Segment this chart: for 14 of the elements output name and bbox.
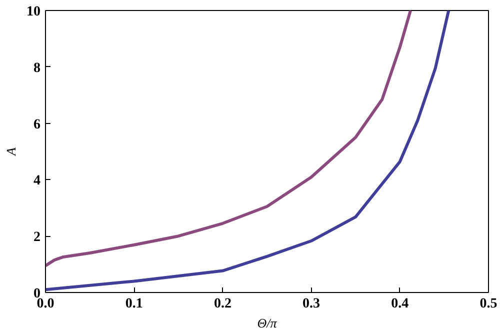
line-series bbox=[46, 10, 412, 268]
x-axis-title: Θ/π bbox=[257, 316, 278, 330]
y-tick-label: 4 bbox=[34, 174, 40, 189]
x-tick-label: 0.1 bbox=[125, 296, 143, 312]
y-tick-label: 2 bbox=[34, 230, 40, 246]
y-axis-title: A bbox=[4, 147, 18, 156]
x-tick-label: 0.5 bbox=[480, 296, 498, 312]
y-tick-label: 10 bbox=[26, 4, 40, 20]
x-tick-label: 0.2 bbox=[214, 296, 232, 312]
x-tick-label: 0.4 bbox=[391, 296, 409, 312]
y-tick-label: 6 bbox=[34, 117, 40, 132]
x-tick-label: 0.3 bbox=[302, 296, 320, 312]
y-tick-label: 8 bbox=[34, 60, 40, 76]
x-tick-label: 0.0 bbox=[36, 296, 54, 312]
